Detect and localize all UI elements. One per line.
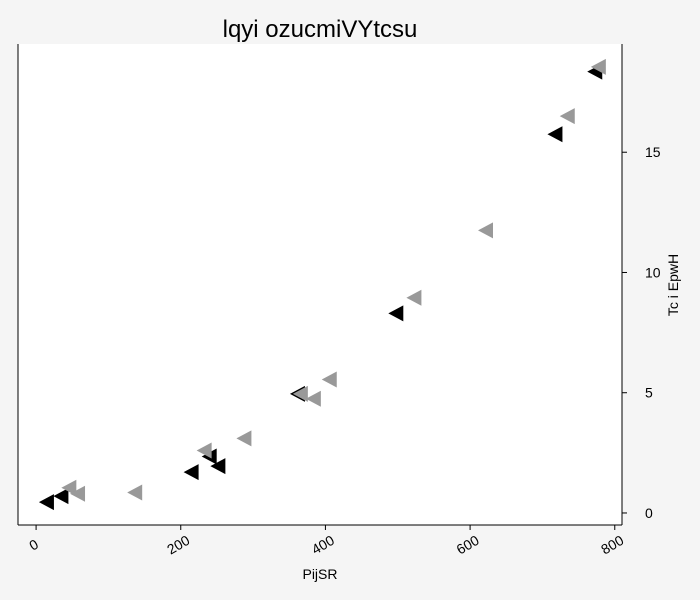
y-tick-label: 5 bbox=[645, 385, 653, 401]
data-point bbox=[559, 108, 575, 125]
y-tick-label: 10 bbox=[645, 264, 661, 280]
data-point bbox=[53, 488, 69, 505]
data-point bbox=[388, 305, 404, 322]
data-point bbox=[61, 479, 77, 496]
data-point bbox=[70, 485, 86, 502]
data-point bbox=[38, 494, 54, 511]
x-axis-label: PijSR bbox=[302, 566, 337, 582]
data-point bbox=[292, 385, 308, 402]
plot-area bbox=[18, 44, 622, 525]
y-ticks: 0 5 10 15 bbox=[622, 144, 661, 521]
data-point bbox=[210, 458, 226, 475]
chart-title: lqyi ozucmiVYtcsu bbox=[223, 16, 418, 43]
y-tick-label: 15 bbox=[645, 144, 661, 160]
data-point bbox=[406, 289, 422, 306]
data-points bbox=[38, 58, 606, 511]
data-point bbox=[183, 464, 199, 481]
data-point bbox=[321, 371, 337, 388]
data-point bbox=[478, 222, 494, 239]
data-point bbox=[127, 484, 143, 501]
data-point bbox=[305, 390, 321, 407]
data-point bbox=[196, 442, 212, 459]
data-point bbox=[547, 126, 563, 143]
data-point bbox=[590, 58, 606, 75]
y-tick-label: 0 bbox=[645, 505, 653, 521]
y-axis-label: Tc i EpwH bbox=[665, 254, 681, 316]
data-point bbox=[236, 430, 252, 447]
